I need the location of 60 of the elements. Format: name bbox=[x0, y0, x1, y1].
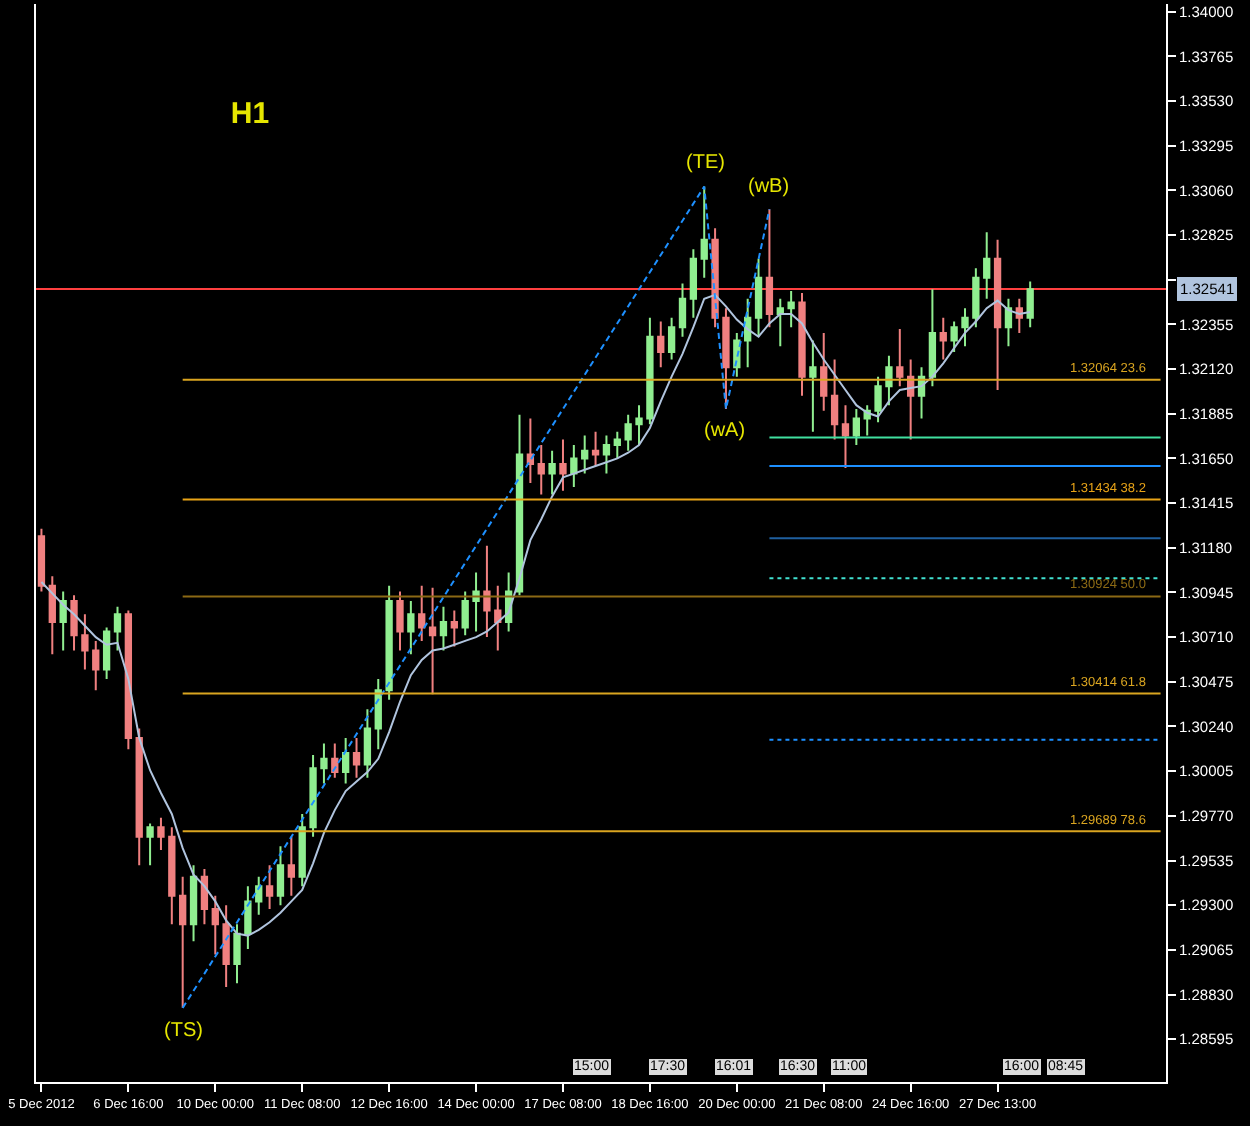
candlestick bbox=[559, 438, 567, 492]
candlestick bbox=[276, 845, 285, 907]
candlestick bbox=[896, 328, 904, 388]
candlestick bbox=[798, 291, 806, 397]
candlestick bbox=[765, 208, 774, 329]
candlestick bbox=[678, 282, 687, 338]
candlestick bbox=[439, 605, 448, 652]
candlestick bbox=[48, 575, 56, 656]
candlestick bbox=[428, 586, 437, 696]
candlestick bbox=[700, 185, 708, 279]
annotation: (wB) bbox=[748, 176, 790, 198]
candlestick bbox=[342, 736, 350, 785]
candlestick bbox=[102, 626, 111, 680]
candlestick bbox=[852, 407, 860, 447]
candlestick bbox=[602, 434, 611, 475]
candlestick bbox=[113, 605, 122, 652]
candlestick bbox=[548, 449, 556, 496]
candlestick bbox=[526, 417, 535, 485]
candlestick bbox=[59, 590, 67, 652]
candlestick bbox=[407, 599, 415, 656]
candlestick bbox=[657, 320, 665, 369]
candlestick bbox=[939, 316, 947, 361]
annotation: (TS) bbox=[164, 1020, 203, 1042]
candlestick bbox=[591, 430, 600, 467]
candlestick bbox=[146, 822, 154, 867]
line-series bbox=[40, 293, 1032, 937]
candlestick bbox=[450, 609, 458, 648]
candlestick bbox=[179, 875, 187, 1009]
candlestick bbox=[135, 727, 143, 867]
candlestick bbox=[689, 248, 698, 319]
candlestick bbox=[233, 923, 241, 985]
candlestick bbox=[363, 708, 372, 779]
candlestick bbox=[287, 835, 295, 897]
candlestick bbox=[418, 584, 426, 642]
candlestick bbox=[352, 736, 361, 779]
candlestick bbox=[396, 590, 404, 652]
candlestick bbox=[613, 430, 621, 460]
candlestick bbox=[667, 316, 676, 361]
candlestick bbox=[515, 413, 524, 597]
candlestick bbox=[744, 297, 752, 369]
candlestick bbox=[331, 742, 339, 779]
candlestick bbox=[809, 339, 817, 433]
annotation: (TE) bbox=[686, 152, 725, 174]
candlestick bbox=[189, 864, 198, 943]
text: H1 bbox=[230, 97, 270, 132]
candlestick bbox=[1004, 297, 1013, 348]
candlestick bbox=[124, 609, 133, 751]
candlestick bbox=[37, 527, 46, 593]
candlestick bbox=[1015, 297, 1023, 334]
candlestick bbox=[1026, 280, 1034, 329]
annotation: (wA) bbox=[704, 420, 746, 442]
candlestick bbox=[200, 868, 209, 926]
candlestick bbox=[830, 358, 839, 441]
candlestick bbox=[993, 238, 1002, 391]
candlestick bbox=[754, 257, 763, 338]
candlestick bbox=[928, 288, 937, 388]
candlestick bbox=[841, 404, 850, 469]
candlestick bbox=[820, 331, 828, 412]
candlestick bbox=[265, 864, 274, 910]
candlestick bbox=[537, 444, 545, 496]
